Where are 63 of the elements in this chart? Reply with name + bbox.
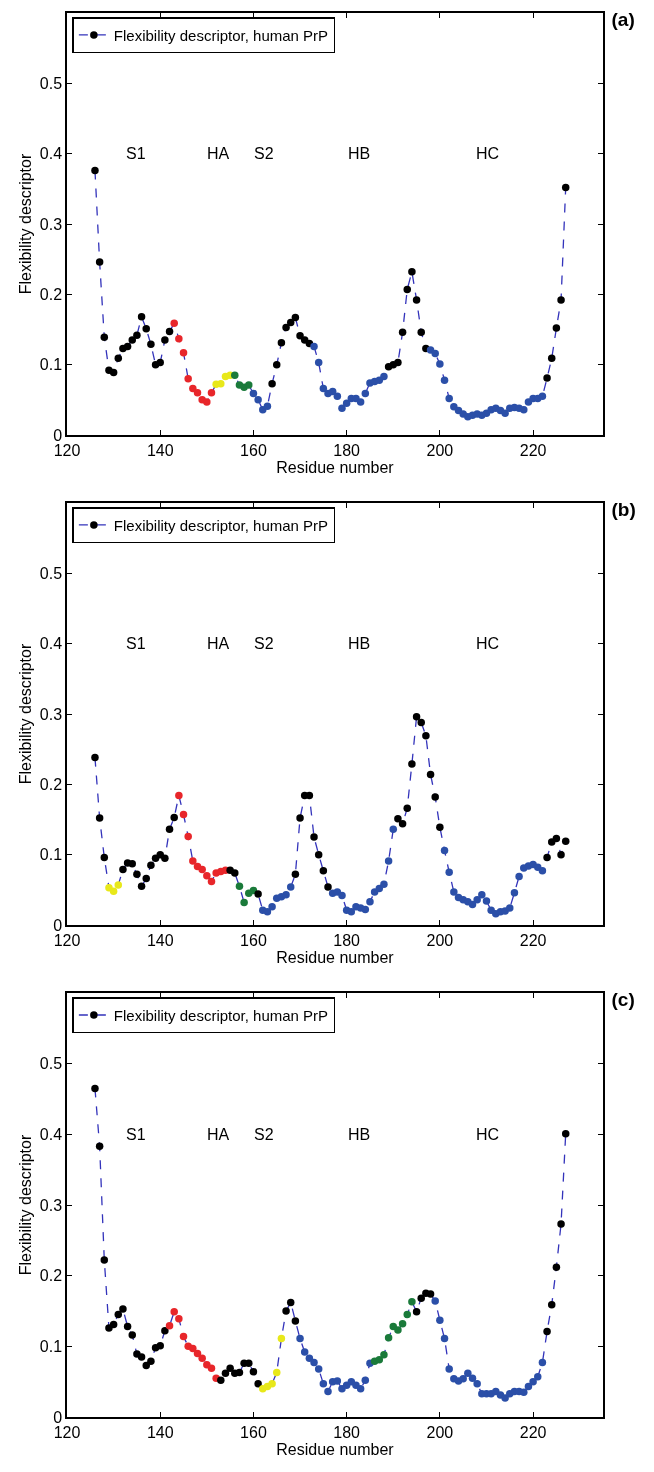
x-tick-label: 160 bbox=[240, 1423, 267, 1441]
legend-label: Flexibility descriptor, human PrP bbox=[113, 1006, 329, 1024]
y-tick-label: 0 bbox=[53, 426, 63, 444]
annotation: S2 bbox=[254, 1126, 274, 1143]
y-tick-label: 0.1 bbox=[39, 1337, 63, 1355]
y-tick-label: 0.2 bbox=[39, 1267, 63, 1285]
annotation: HB bbox=[348, 635, 371, 652]
y-tick-label: 0.2 bbox=[39, 285, 63, 303]
x-tick-label: 180 bbox=[333, 441, 361, 459]
y-tick-label: 0.5 bbox=[39, 1055, 63, 1073]
x-tick-label: 220 bbox=[519, 1423, 547, 1441]
annotation: S1 bbox=[126, 635, 146, 652]
chart-title: (a) bbox=[611, 8, 635, 30]
annotation: HC bbox=[476, 1126, 500, 1143]
x-tick-label: 200 bbox=[426, 1423, 454, 1441]
legend-label: Flexibility descriptor, human PrP bbox=[113, 516, 329, 534]
x-tick-label: 140 bbox=[146, 1423, 174, 1441]
y-tick-label: 0.4 bbox=[39, 635, 63, 653]
x-tick-label: 220 bbox=[519, 441, 547, 459]
annotation: HA bbox=[207, 1126, 230, 1143]
chart-title: (b) bbox=[611, 498, 636, 520]
y-tick-label: 0.2 bbox=[39, 775, 63, 793]
y-axis-title: Flexibility descriptor bbox=[17, 153, 35, 295]
y-tick-label: 0 bbox=[53, 1408, 63, 1426]
x-tick-label: 200 bbox=[426, 931, 454, 949]
chart-title: (c) bbox=[611, 989, 635, 1011]
y-axis-title: Flexibility descriptor bbox=[17, 643, 35, 785]
x-tick-label: 120 bbox=[53, 441, 81, 459]
x-tick-label: 160 bbox=[240, 931, 267, 949]
y-tick-label: 0.3 bbox=[39, 1196, 63, 1214]
annotation: HC bbox=[476, 145, 500, 162]
legend-label: Flexibility descriptor, human PrP bbox=[113, 26, 329, 44]
annotation: HA bbox=[207, 635, 230, 652]
x-tick-label: 140 bbox=[146, 931, 174, 949]
x-tick-label: 180 bbox=[333, 931, 361, 949]
x-axis-title: Residue number bbox=[276, 458, 395, 476]
annotation: S1 bbox=[126, 145, 146, 162]
x-tick-label: 120 bbox=[53, 1423, 81, 1441]
annotation: S2 bbox=[254, 145, 274, 162]
y-tick-label: 0.3 bbox=[39, 705, 63, 723]
y-tick-label: 0 bbox=[53, 916, 63, 934]
x-tick-label: 180 bbox=[333, 1423, 361, 1441]
y-tick-label: 0.3 bbox=[39, 215, 63, 233]
y-tick-label: 0.1 bbox=[39, 356, 63, 374]
y-axis-title: Flexibility descriptor bbox=[17, 1134, 35, 1276]
annotation: S2 bbox=[254, 635, 274, 652]
annotation: HC bbox=[476, 635, 500, 652]
x-tick-label: 220 bbox=[519, 931, 547, 949]
x-tick-label: 200 bbox=[426, 441, 454, 459]
annotation: HB bbox=[348, 145, 371, 162]
annotation: S1 bbox=[126, 1126, 146, 1143]
x-axis-title: Residue number bbox=[276, 1440, 395, 1458]
x-tick-label: 160 bbox=[240, 441, 267, 459]
annotation: HB bbox=[348, 1126, 371, 1143]
x-axis-title: Residue number bbox=[276, 948, 395, 966]
y-tick-label: 0.5 bbox=[39, 564, 63, 582]
x-tick-label: 120 bbox=[53, 931, 81, 949]
x-tick-label: 140 bbox=[146, 441, 174, 459]
y-tick-label: 0.4 bbox=[39, 1125, 63, 1143]
y-tick-label: 0.5 bbox=[39, 74, 63, 92]
y-tick-label: 0.1 bbox=[39, 846, 63, 864]
y-tick-label: 0.4 bbox=[39, 145, 63, 163]
annotation: HA bbox=[207, 145, 230, 162]
